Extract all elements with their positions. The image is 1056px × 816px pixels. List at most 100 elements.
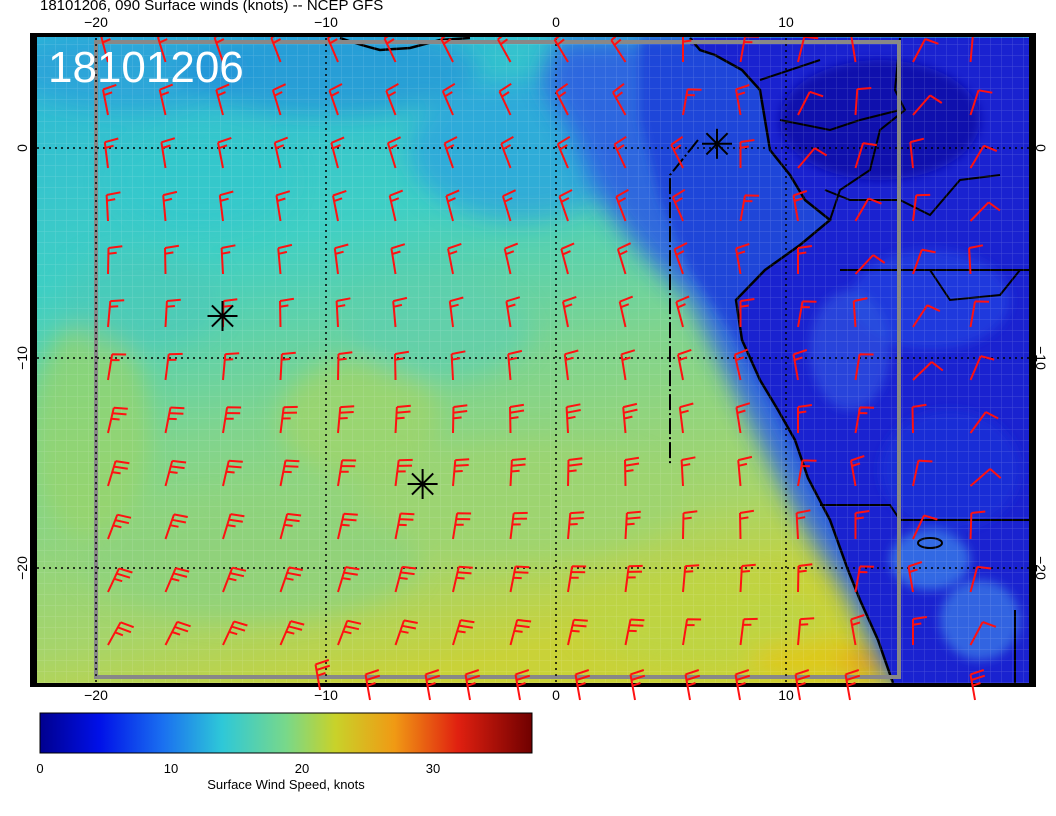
wind-barb — [394, 350, 410, 381]
storm-marker — [702, 128, 732, 159]
wind-barb — [797, 404, 813, 433]
wind-barb — [850, 455, 865, 487]
wind-barb — [337, 351, 353, 381]
lat-ticks-left: 0 −10 −20 — [14, 144, 30, 580]
wind-barb — [673, 242, 688, 275]
wind-barb — [792, 349, 808, 381]
wind-barb — [335, 297, 351, 328]
wind-barb — [509, 565, 530, 593]
wind-barb — [912, 94, 943, 116]
lon-tick-label: −10 — [314, 14, 338, 30]
wind-barb — [624, 510, 641, 540]
wind-barb — [441, 82, 456, 116]
wind-barb — [275, 190, 291, 222]
wind-barb — [314, 659, 331, 691]
wind-barb — [854, 406, 875, 434]
wind-barb — [675, 295, 690, 328]
wind-barb — [969, 201, 1001, 222]
wind-barb — [452, 512, 472, 540]
wind-barb — [498, 82, 512, 116]
wind-barb — [622, 402, 638, 434]
wind-barb — [797, 147, 828, 169]
wind-barb — [273, 136, 289, 169]
wind-barb — [385, 83, 399, 116]
wind-barb — [222, 459, 243, 487]
lon-tick-label: 10 — [778, 14, 794, 30]
wind-barb — [394, 512, 415, 540]
lon-ticks-bottom: −20 −10 0 10 — [84, 687, 794, 703]
wind-barb — [854, 142, 878, 169]
wind-barb — [682, 37, 692, 62]
wind-barb — [222, 513, 245, 540]
wind-barb — [850, 37, 857, 63]
wind-barb — [969, 669, 986, 701]
wind-barb — [854, 197, 882, 222]
wind-barb — [969, 565, 992, 593]
wind-barb — [164, 567, 190, 593]
wind-barb — [386, 136, 402, 169]
wind-barb — [795, 509, 811, 540]
wind-barb — [854, 254, 886, 275]
wind-barb — [222, 406, 242, 434]
colorbar-ramp — [39, 712, 533, 754]
wind-barb — [102, 83, 117, 116]
wind-barb — [383, 37, 397, 63]
lat-tick-label: 0 — [1033, 144, 1049, 152]
fine-grid — [37, 37, 1029, 683]
wind-barb — [565, 403, 581, 434]
wind-barb — [217, 136, 232, 169]
wind-barb — [854, 353, 874, 381]
frame-left — [30, 33, 38, 687]
lat-ticks-right: 0 −10 −20 — [1033, 144, 1049, 580]
wind-barb — [328, 83, 343, 116]
wind-barb — [501, 189, 517, 222]
wind-barb — [912, 361, 944, 381]
wind-barb — [909, 137, 925, 169]
wind-barb — [279, 620, 305, 646]
frame-bottom — [30, 682, 1036, 687]
wind-barb — [107, 406, 128, 434]
wind-barb — [270, 37, 282, 63]
wind-barb — [624, 618, 645, 646]
wind-barb — [452, 619, 475, 646]
wind-barb — [854, 565, 875, 593]
wind-barb — [103, 137, 119, 169]
wind-barb — [574, 669, 591, 701]
wind-barb — [735, 243, 750, 275]
wind-barb — [164, 244, 180, 275]
wind-barb — [610, 37, 627, 63]
wind-barb — [912, 616, 928, 645]
wind-barb — [969, 411, 999, 434]
wind-barb — [222, 352, 240, 381]
wind-barb — [514, 669, 531, 701]
wind-barb — [912, 193, 931, 222]
wind-barb — [337, 459, 357, 487]
lat-tick-label: −20 — [1033, 556, 1049, 580]
wind-barb — [682, 618, 702, 646]
wind-barb — [160, 137, 176, 169]
wind-barb — [555, 82, 569, 116]
wind-barb — [503, 242, 519, 275]
wind-barb — [222, 620, 248, 646]
wind-barb — [220, 244, 236, 275]
lon-tick-label: 10 — [778, 687, 794, 703]
wind-barb — [500, 136, 514, 169]
lon-tick-label: 0 — [552, 14, 560, 30]
wind-barb — [447, 242, 462, 275]
wind-barb — [797, 245, 813, 274]
lat-tick-label: −10 — [14, 346, 30, 370]
wind-barb — [162, 190, 178, 222]
wind-barb — [333, 243, 349, 275]
wind-barb — [562, 295, 577, 328]
wind-barb — [100, 37, 111, 63]
wind-barb — [392, 296, 408, 328]
wind-barb — [450, 350, 466, 381]
wind-barb — [279, 405, 298, 434]
wind-barb — [739, 298, 755, 327]
wind-barb — [107, 567, 133, 593]
lon-tick-label: −20 — [84, 14, 108, 30]
wind-barb — [164, 352, 183, 381]
wind-barb — [452, 565, 473, 593]
date-overlay: 18101206 — [48, 43, 244, 92]
wind-barb — [213, 37, 225, 63]
